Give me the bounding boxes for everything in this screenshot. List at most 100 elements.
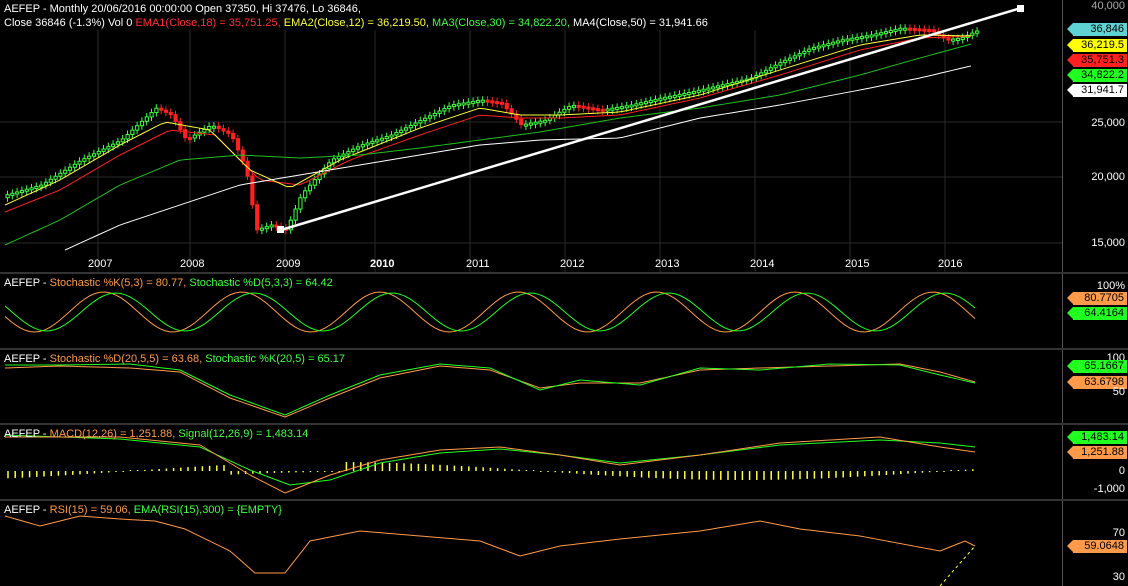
candle-body xyxy=(571,104,577,108)
stoch-fast-k-line xyxy=(4,291,976,333)
stoch-slow-pane[interactable]: AEFEP - Stochastic %D(20,5,5) = 63.68, S… xyxy=(0,350,1128,423)
price-pane[interactable]: AEFEP - Monthly 20/06/2016 00:00:00 Open… xyxy=(0,0,1128,272)
rsi-prefix: AEFEP - xyxy=(4,504,50,516)
signal-label: Signal(12,26,9) = 1,483.14 xyxy=(178,428,309,440)
axis-tick: 30 xyxy=(1112,571,1125,583)
candle-body xyxy=(365,142,370,146)
rsi-header: AEFEP - RSI(15) = 59.06, EMA(RSI(15),300… xyxy=(4,504,282,517)
candle-body xyxy=(869,34,874,38)
signal-tag: 1,483.14 xyxy=(1067,431,1127,444)
ema1-tag: 35,751.3 xyxy=(1067,54,1127,67)
candle-body xyxy=(567,105,572,110)
stoch-fast-axis[interactable]: 100% 80.7705 64.4164 xyxy=(1062,274,1128,348)
year-label: 2010 xyxy=(370,258,395,270)
rsi-pane[interactable]: AEFEP - RSI(15) = 59.06, EMA(RSI(15),300… xyxy=(0,501,1128,586)
candle-body xyxy=(711,86,716,90)
candle-body xyxy=(773,64,778,69)
candle-body xyxy=(125,134,130,140)
candle-body xyxy=(821,44,826,48)
candle-body xyxy=(111,143,116,148)
candle-body xyxy=(211,125,217,129)
candle-body xyxy=(456,103,461,107)
ma3-label: MA3(Close,30) = 34,822.20, xyxy=(432,17,573,29)
candle-body xyxy=(91,153,97,157)
stoch-fast-pane[interactable]: AEFEP - Stochastic %K(5,3) = 80.77, Stoc… xyxy=(0,274,1128,348)
candle-body xyxy=(461,102,466,106)
candle-body xyxy=(293,208,298,221)
macd-plot[interactable]: AEFEP - MACD(12,26) = 1,251.88, Signal(1… xyxy=(0,425,1062,499)
year-label: 2013 xyxy=(655,258,680,270)
candle-body xyxy=(807,48,812,52)
macd-chart[interactable] xyxy=(0,425,1062,499)
candle-body xyxy=(106,146,111,150)
candle-body xyxy=(394,132,399,136)
price-plot[interactable]: AEFEP - Monthly 20/06/2016 00:00:00 Open… xyxy=(0,0,1062,272)
rsi-plot[interactable]: AEFEP - RSI(15) = 59.06, EMA(RSI(15),300… xyxy=(0,501,1062,586)
rsi-line xyxy=(4,515,976,574)
candle-body xyxy=(77,160,82,165)
candle-body xyxy=(720,84,725,88)
stoch-slow-k-line xyxy=(5,363,976,416)
macd-pane[interactable]: AEFEP - MACD(12,26) = 1,251.88, Signal(1… xyxy=(0,425,1128,499)
candle-body xyxy=(442,108,447,112)
candle-body xyxy=(538,120,543,124)
candle-body xyxy=(19,190,25,194)
ma4-label: MA4(Close,50) = 31,941.66 xyxy=(572,17,708,29)
candle-body xyxy=(216,125,221,130)
rsi-tag: 59.0648 xyxy=(1067,540,1127,553)
price-axis[interactable]: 40,000 36,846 36,219.5 35,751.3 34,822.2… xyxy=(1062,0,1128,272)
year-label: 2012 xyxy=(560,258,585,270)
candle-body xyxy=(101,148,106,152)
rsi-axis[interactable]: 70 59.0648 30 xyxy=(1062,501,1128,586)
candle-body xyxy=(504,102,509,110)
candle-body xyxy=(562,108,567,113)
stoch-fast-d-tag: 64.4164 xyxy=(1067,307,1127,320)
candle-body xyxy=(687,91,692,95)
ema1-line xyxy=(4,35,972,213)
candle-body xyxy=(663,96,668,100)
year-label: 2016 xyxy=(938,258,963,270)
candle-body xyxy=(898,27,903,31)
stoch-fast-d-label: Stochastic %D(5,3,3) = 64.42 xyxy=(189,277,333,289)
candle-body xyxy=(586,106,591,110)
candle-body xyxy=(835,40,841,44)
candle-body xyxy=(341,153,346,157)
stoch-fast-plot[interactable]: AEFEP - Stochastic %K(5,3) = 80.77, Stoc… xyxy=(0,274,1062,348)
candle-body xyxy=(639,102,644,106)
candle-body xyxy=(192,134,197,139)
candle-body xyxy=(384,136,389,140)
candle-body xyxy=(706,87,711,91)
candle-body xyxy=(437,110,442,114)
pane-separator[interactable] xyxy=(0,272,1128,274)
candle-body xyxy=(139,120,145,127)
pane-separator[interactable] xyxy=(0,348,1128,350)
candle-body xyxy=(907,27,913,31)
candle-body xyxy=(130,129,135,136)
candle-body xyxy=(576,104,581,108)
candle-body xyxy=(970,32,975,36)
stoch-slow-plot[interactable]: AEFEP - Stochastic %D(20,5,5) = 63.68, S… xyxy=(0,350,1062,423)
axis-tick: 0 xyxy=(1118,465,1125,477)
candle-body xyxy=(288,219,293,231)
rsi-chart[interactable] xyxy=(0,501,1062,586)
macd-axis[interactable]: 1,483.14 1,251.88 0 -1,000 xyxy=(1062,425,1128,499)
stoch-slow-chart[interactable] xyxy=(0,350,1062,423)
candle-body xyxy=(432,112,437,117)
stoch-fast-chart[interactable] xyxy=(0,274,1062,348)
candle-body xyxy=(629,104,634,108)
candle-body xyxy=(370,140,375,144)
candle-body xyxy=(648,100,653,104)
macd-header: AEFEP - MACD(12,26) = 1,251.88, Signal(1… xyxy=(4,428,308,441)
axis-tick: 50 xyxy=(1112,386,1125,398)
candle-body xyxy=(610,107,615,111)
candle-body xyxy=(34,185,39,189)
price-header-line1: AEFEP - Monthly 20/06/2016 00:00:00 Open… xyxy=(4,3,361,15)
stoch-slow-axis[interactable]: 100 65.1667 63.6798 50 xyxy=(1062,350,1128,423)
pane-separator[interactable] xyxy=(0,499,1128,501)
pane-separator[interactable] xyxy=(0,423,1128,425)
trendline-handle xyxy=(277,226,284,233)
candle-body xyxy=(15,191,20,195)
price-chart[interactable] xyxy=(0,0,1062,272)
candle-body xyxy=(778,62,783,66)
stoch-slow-d-line xyxy=(4,363,976,418)
